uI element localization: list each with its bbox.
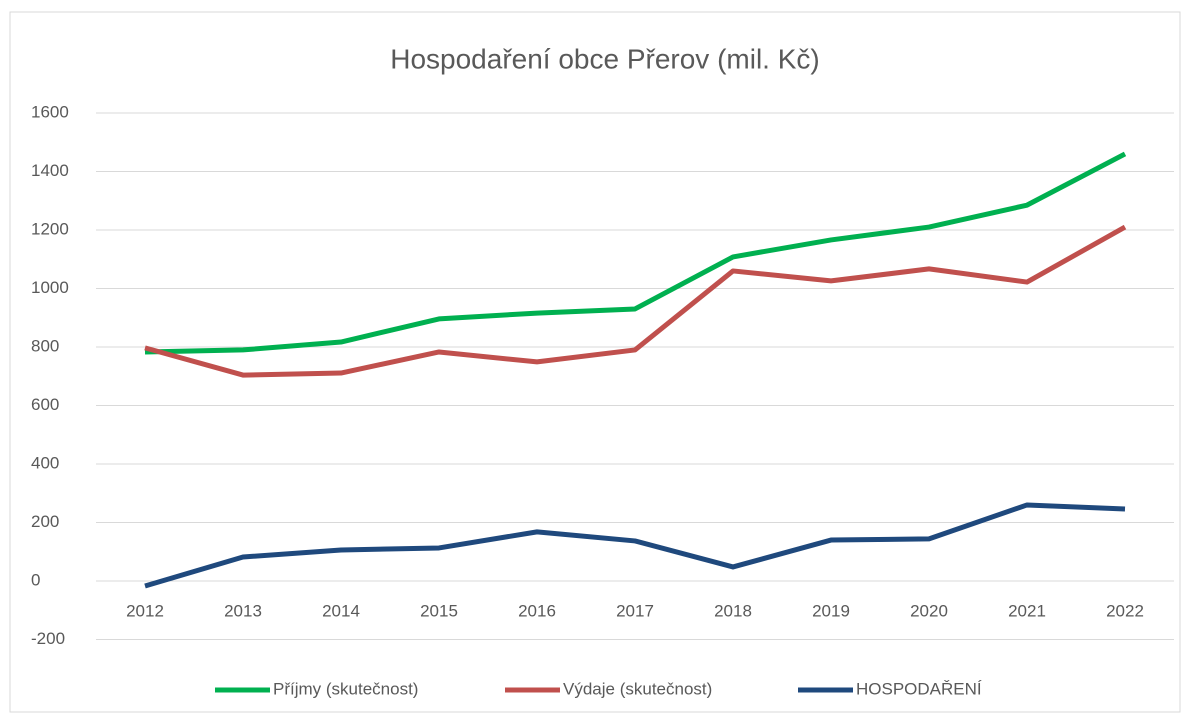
x-tick-label: 2019	[812, 601, 850, 620]
x-tick-label: 2020	[910, 601, 948, 620]
x-tick-label: 2018	[714, 601, 752, 620]
x-tick-label: 2017	[616, 601, 654, 620]
x-tick-label: 2013	[224, 601, 262, 620]
y-tick-label: 0	[31, 570, 40, 589]
x-tick-label: 2014	[322, 601, 360, 620]
series-line	[144, 151, 1127, 355]
y-tick-label: 400	[31, 453, 59, 472]
y-tick-label: 200	[31, 512, 59, 531]
y-tick-label: 1200	[31, 219, 69, 238]
chart-title: Hospodaření obce Přerov (mil. Kč)	[390, 43, 820, 74]
y-tick-label: 1600	[31, 102, 69, 121]
y-tick-label: 600	[31, 395, 59, 414]
series-line	[144, 502, 1126, 589]
x-tick-label: 2021	[1008, 601, 1046, 620]
legend-label: Výdaje (skutečnost)	[563, 679, 712, 698]
x-tick-label: 2012	[126, 601, 164, 620]
y-tick-label: 1400	[31, 161, 69, 180]
y-tick-label: 1000	[31, 278, 69, 297]
series-line	[144, 224, 1127, 378]
x-tick-label: 2015	[420, 601, 458, 620]
legend-label: HOSPODAŘENÍ	[856, 679, 982, 698]
legend-label: Příjmy (skutečnost)	[273, 679, 418, 698]
y-tick-label: -200	[31, 629, 65, 648]
chart-border	[9, 11, 1181, 713]
x-tick-label: 2022	[1106, 601, 1144, 620]
y-tick-label: 800	[31, 336, 59, 355]
x-tick-label: 2016	[518, 601, 556, 620]
